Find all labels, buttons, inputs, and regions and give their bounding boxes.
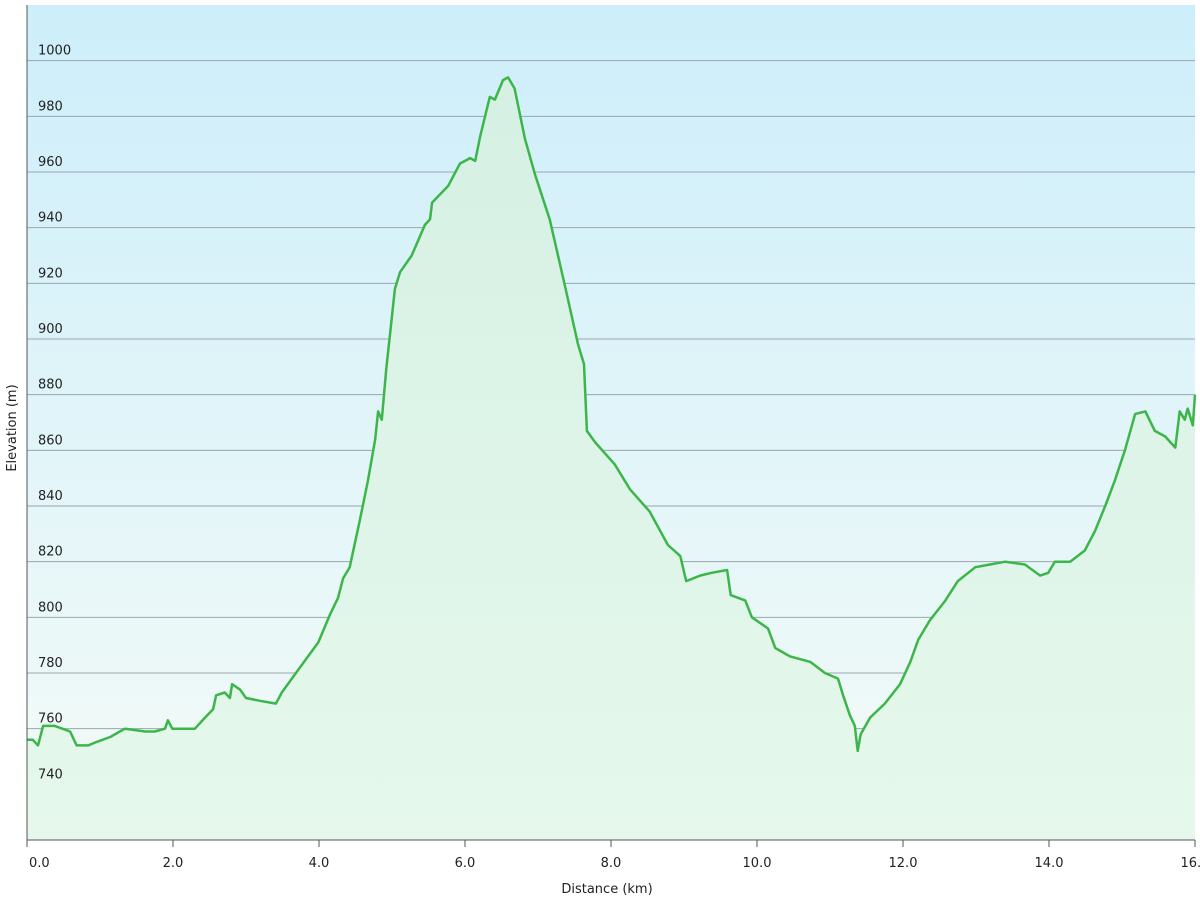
y-tick-label: 960: [38, 155, 63, 170]
x-tick-label: 2.0: [163, 856, 184, 871]
y-axis-label: Elevation (m): [5, 384, 20, 471]
x-tick-label: 4.0: [309, 856, 330, 871]
x-axis-label: Distance (km): [561, 882, 652, 897]
x-tick-label: 16.0: [1181, 856, 1200, 871]
x-tick-label: 6.0: [455, 856, 476, 871]
y-tick-label: 740: [38, 767, 63, 782]
x-tick-label: 14.0: [1035, 856, 1064, 871]
x-tick-label: 12.0: [889, 856, 918, 871]
y-tick-label: 820: [38, 545, 63, 560]
y-tick-label: 760: [38, 712, 63, 727]
y-tick-label: 1000: [38, 44, 71, 59]
y-tick-label: 900: [38, 322, 63, 337]
y-tick-label: 980: [38, 99, 63, 114]
y-tick-label: 940: [38, 211, 63, 226]
y-tick-label: 880: [38, 378, 63, 393]
x-tick-label: 10.0: [743, 856, 772, 871]
y-tick-label: 800: [38, 600, 63, 615]
elevation-line: [27, 76, 1197, 753]
x-tick-label: 8.0: [601, 856, 622, 871]
y-tick-label: 840: [38, 489, 63, 504]
y-tick-label: 920: [38, 266, 63, 281]
y-tick-label: 860: [38, 433, 63, 448]
x-tick-label: 0.0: [29, 856, 50, 871]
area-fill: [27, 77, 1195, 840]
y-tick-label: 780: [38, 656, 63, 671]
